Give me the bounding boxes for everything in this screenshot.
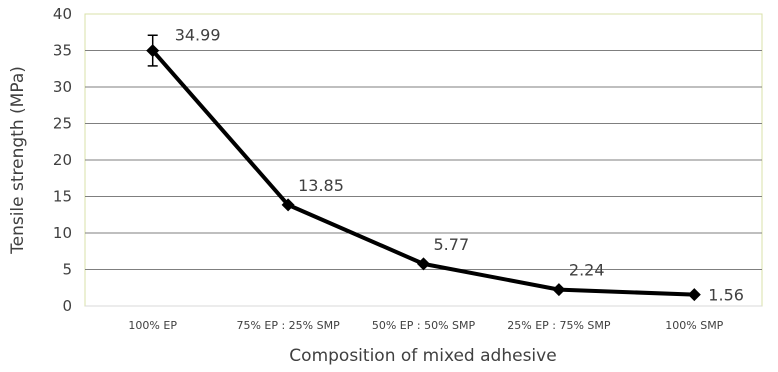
y-tick-label: 35 bbox=[53, 42, 72, 60]
series bbox=[146, 34, 701, 302]
x-tick-label: 100% SMP bbox=[665, 319, 723, 332]
y-tick-label: 5 bbox=[62, 261, 72, 279]
y-tick-label: 25 bbox=[53, 115, 72, 133]
y-tick-label: 10 bbox=[53, 224, 72, 242]
data-point-marker bbox=[146, 44, 160, 58]
y-axis-title: Tensile strength (MPa) bbox=[8, 66, 28, 255]
x-tick-label: 75% EP : 25% SMP bbox=[236, 319, 340, 332]
data-label: 2.24 bbox=[569, 261, 605, 280]
x-axis-title: Composition of mixed adhesive bbox=[289, 346, 556, 366]
y-tick-label: 20 bbox=[53, 151, 72, 169]
data-labels: 34.99 13.85 5.77 2.24 1.56 bbox=[175, 26, 744, 305]
data-point-marker bbox=[281, 198, 295, 212]
y-tick-label: 40 bbox=[53, 5, 72, 23]
x-tick-label: 25% EP : 75% SMP bbox=[507, 319, 611, 332]
data-label: 34.99 bbox=[175, 26, 221, 45]
data-point-marker bbox=[552, 283, 566, 297]
data-label: 5.77 bbox=[434, 235, 470, 254]
y-tick-label: 30 bbox=[53, 78, 72, 96]
x-tick-label: 50% EP : 50% SMP bbox=[372, 319, 476, 332]
data-point-marker bbox=[687, 288, 701, 302]
x-tick-labels: 100% EP 75% EP : 25% SMP 50% EP : 50% SMP 2… bbox=[128, 319, 723, 332]
data-label: 1.56 bbox=[708, 286, 744, 305]
y-tick-labels: 0 5 10 15 20 25 30 35 40 bbox=[53, 5, 72, 315]
gridlines bbox=[85, 50, 762, 307]
data-label: 13.85 bbox=[298, 176, 344, 195]
y-tick-label: 0 bbox=[62, 297, 72, 315]
y-tick-label: 15 bbox=[53, 188, 72, 206]
data-point-marker bbox=[417, 257, 430, 271]
x-tick-label: 100% EP bbox=[128, 319, 177, 332]
